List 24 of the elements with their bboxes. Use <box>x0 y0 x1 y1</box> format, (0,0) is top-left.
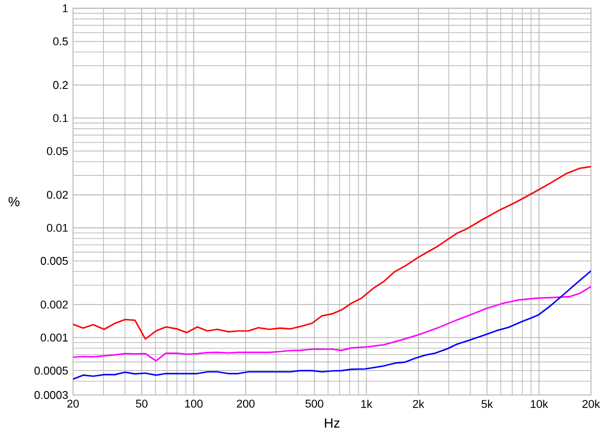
y-tick-label: 0.001 <box>40 334 68 342</box>
y-tick-label: 1 <box>62 4 68 12</box>
x-tick-label: 100 <box>185 400 203 408</box>
y-tick-label: 0.1 <box>53 114 68 122</box>
x-axis-title: Hz <box>324 418 340 428</box>
y-tick-label: 0.02 <box>46 190 68 199</box>
y-tick-label: 0.002 <box>40 300 68 309</box>
y-tick-label: 0.0003 <box>34 391 68 399</box>
x-tick-label: 5k <box>482 400 493 408</box>
x-tick-label: 10k <box>530 400 548 408</box>
y-tick-label: 0.0005 <box>34 366 68 375</box>
x-tick-label: 200 <box>236 400 255 408</box>
y-tick-label: 0.05 <box>46 147 68 156</box>
x-tick-label: 500 <box>305 400 324 408</box>
x-tick-label: 50 <box>136 400 148 408</box>
x-tick-label: 1k <box>361 400 372 408</box>
x-tick-label: 20k <box>582 400 600 408</box>
y-tick-label: 0.005 <box>40 256 68 265</box>
y-axis-title: % <box>8 196 20 206</box>
y-tick-label: 0.2 <box>53 81 68 89</box>
x-tick-label: 2k <box>412 400 424 408</box>
y-tick-label: 0.5 <box>53 37 68 46</box>
x-tick-label: 20 <box>67 400 79 408</box>
y-tick-label: 0.01 <box>46 224 68 232</box>
